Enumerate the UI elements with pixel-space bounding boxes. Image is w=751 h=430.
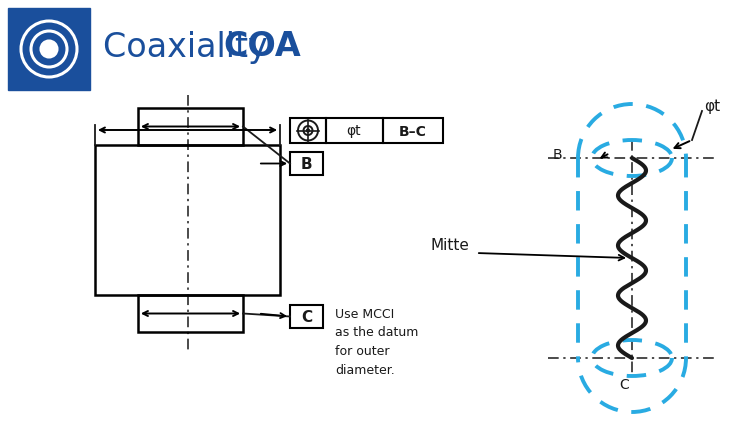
Text: B–C: B–C: [399, 125, 427, 138]
Circle shape: [306, 129, 309, 132]
Text: φt: φt: [704, 98, 720, 114]
Text: B: B: [300, 157, 312, 172]
Text: Use MCCI
as the datum
for outer
diameter.: Use MCCI as the datum for outer diameter…: [335, 308, 418, 377]
Text: COA: COA: [223, 31, 300, 64]
Text: C: C: [301, 310, 312, 325]
Text: B: B: [553, 148, 562, 162]
Text: φt: φt: [347, 125, 361, 138]
Text: Coaxiality: Coaxiality: [103, 31, 289, 64]
Circle shape: [41, 41, 57, 57]
Text: C: C: [619, 378, 629, 392]
Text: Mitte: Mitte: [430, 237, 469, 252]
Bar: [8, 8, 90, 90]
